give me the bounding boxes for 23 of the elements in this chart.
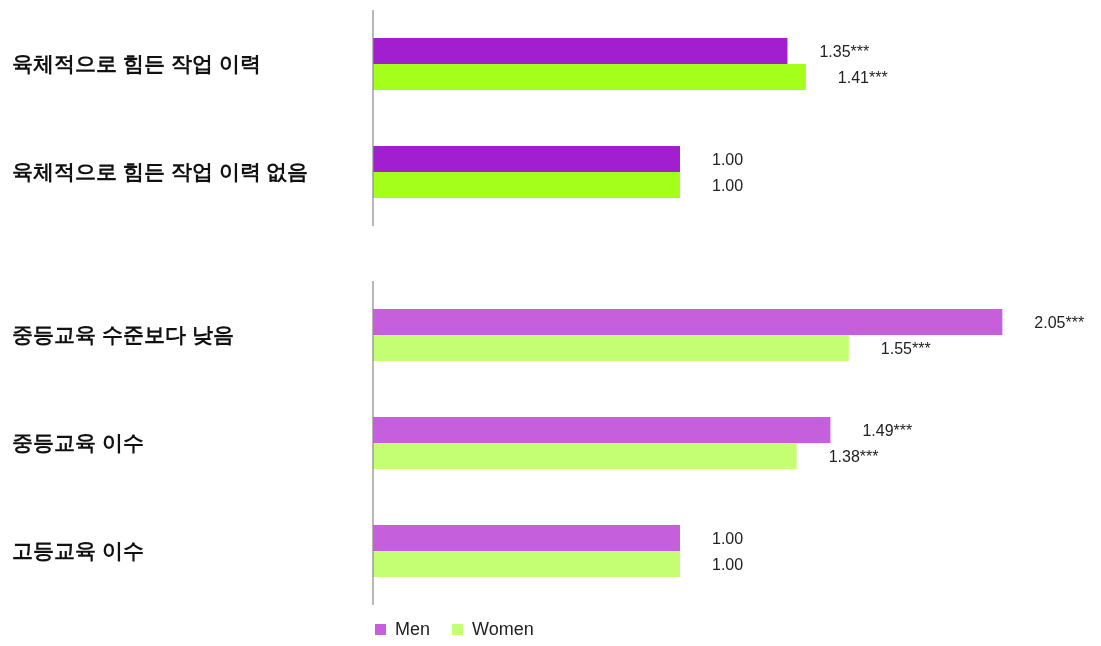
legend-label: Women <box>472 619 534 639</box>
data-label: 1.00 <box>712 556 744 573</box>
data-label: 1.49*** <box>862 422 913 439</box>
data-label: 1.00 <box>712 151 744 168</box>
bar <box>373 335 849 361</box>
data-label: 1.00 <box>712 530 744 547</box>
y-tick-label: 육체적으로 힘든 작업 이력 없음 <box>12 160 309 183</box>
data-label: 1.38*** <box>828 448 879 465</box>
y-tick-label: 육체적으로 힘든 작업 이력 <box>12 52 261 75</box>
data-label: 1.41*** <box>837 69 888 86</box>
data-label: 1.55*** <box>880 340 931 357</box>
data-label: 1.00 <box>712 177 744 194</box>
legend-label: Men <box>395 619 431 639</box>
bar <box>373 417 831 443</box>
bar <box>373 443 797 469</box>
bar <box>373 551 680 577</box>
data-label: 1.35*** <box>819 43 870 60</box>
data-label: 2.05*** <box>1034 314 1085 331</box>
bar <box>373 525 680 551</box>
bar <box>373 309 1003 335</box>
y-tick-label: 중등교육 수준보다 낮음 <box>12 323 234 346</box>
y-tick-label: 고등교육 이수 <box>12 539 144 562</box>
y-tick-label: 중등교육 이수 <box>12 431 144 454</box>
